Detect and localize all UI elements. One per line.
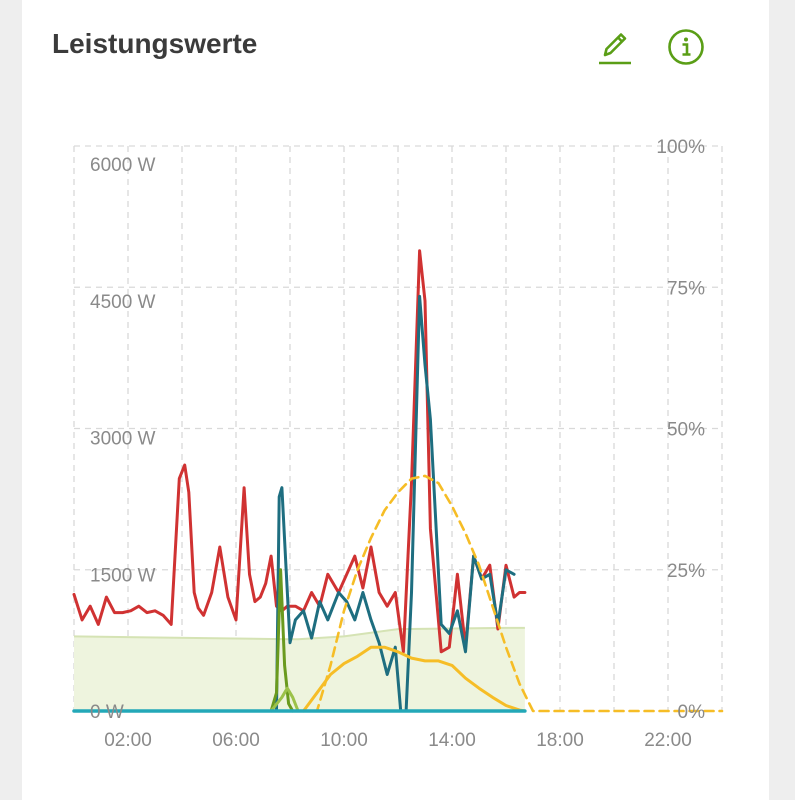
y-tick-left: 6000 W [90,155,156,176]
series-yellow_power [302,645,527,713]
x-tick: 22:00 [644,730,692,751]
series-teal_power [275,294,516,713]
y-tick-left: 0 W [90,702,124,723]
y-tick-right: 50% [667,420,705,441]
y-tick-right: 75% [667,278,705,299]
y-tick-left: 3000 W [90,429,156,450]
card-title: Leistungswerte [52,28,258,59]
y-tick-right: 25% [667,561,705,582]
y-tick-left: 1500 W [90,565,156,586]
y-tick-left: 4500 W [90,292,156,313]
series-yellow_forecast [72,474,724,713]
pencil-icon [599,33,631,65]
x-tick: 14:00 [428,730,476,751]
series-state_of_charge-area [74,627,525,711]
chart-series [72,249,724,713]
y-tick-right: 100% [656,137,705,158]
x-tick: 06:00 [212,730,260,751]
x-tick: 18:00 [536,730,584,751]
x-tick: 10:00 [320,730,368,751]
y-tick-right: 0% [678,702,706,723]
series-olive_power [269,568,295,713]
info-circle-icon [668,29,704,65]
chart-grid [73,145,723,711]
x-tick: 02:00 [104,730,152,751]
chart-ticks: 6000 W 4500 W 3000 W 1500 W 0 W 100% 75% 50% 25%… [90,137,705,751]
info-button[interactable] [665,26,707,68]
series-light_green_power [269,686,300,713]
edit-button[interactable] [592,26,634,68]
